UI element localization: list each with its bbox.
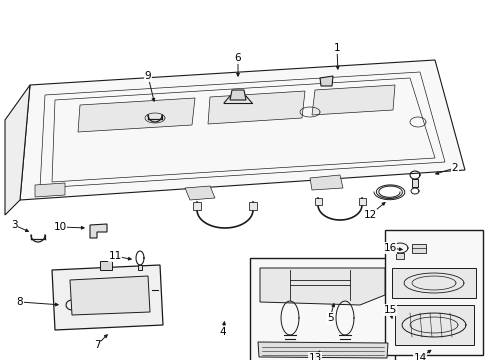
Polygon shape bbox=[35, 183, 65, 197]
Bar bbox=[193, 202, 201, 210]
Text: 6: 6 bbox=[234, 53, 241, 63]
Polygon shape bbox=[309, 175, 342, 190]
Polygon shape bbox=[20, 60, 464, 200]
Bar bbox=[411, 244, 425, 253]
Polygon shape bbox=[78, 98, 195, 132]
Polygon shape bbox=[90, 224, 107, 238]
Polygon shape bbox=[207, 91, 305, 124]
Bar bbox=[358, 198, 365, 205]
Text: 12: 12 bbox=[363, 210, 376, 220]
Text: 11: 11 bbox=[108, 251, 122, 261]
Text: 7: 7 bbox=[94, 340, 100, 350]
Text: 14: 14 bbox=[412, 353, 426, 360]
Bar bbox=[411, 179, 417, 187]
Polygon shape bbox=[319, 76, 332, 86]
Polygon shape bbox=[52, 265, 163, 330]
Text: 10: 10 bbox=[53, 222, 66, 232]
Text: 16: 16 bbox=[383, 243, 396, 253]
Text: 8: 8 bbox=[17, 297, 23, 307]
Bar bbox=[78, 303, 86, 307]
Bar bbox=[86, 302, 91, 308]
Text: 3: 3 bbox=[11, 220, 17, 230]
Polygon shape bbox=[394, 305, 473, 345]
Text: 13: 13 bbox=[308, 353, 321, 360]
Polygon shape bbox=[311, 85, 394, 115]
Polygon shape bbox=[260, 268, 384, 305]
Polygon shape bbox=[70, 276, 150, 315]
Polygon shape bbox=[184, 186, 215, 200]
Polygon shape bbox=[391, 268, 475, 298]
Text: 15: 15 bbox=[383, 305, 396, 315]
Bar bbox=[249, 258, 394, 360]
Bar bbox=[138, 265, 142, 270]
Text: 5: 5 bbox=[326, 313, 333, 323]
Text: 2: 2 bbox=[451, 163, 457, 173]
Text: 4: 4 bbox=[219, 327, 226, 337]
Bar bbox=[384, 230, 482, 355]
Bar bbox=[100, 261, 112, 270]
Polygon shape bbox=[5, 85, 30, 215]
Bar bbox=[395, 253, 403, 259]
Polygon shape bbox=[258, 342, 387, 358]
Text: 1: 1 bbox=[333, 43, 340, 53]
Text: 9: 9 bbox=[144, 71, 151, 81]
Bar bbox=[248, 202, 257, 210]
Polygon shape bbox=[229, 90, 245, 100]
Bar bbox=[314, 198, 321, 205]
